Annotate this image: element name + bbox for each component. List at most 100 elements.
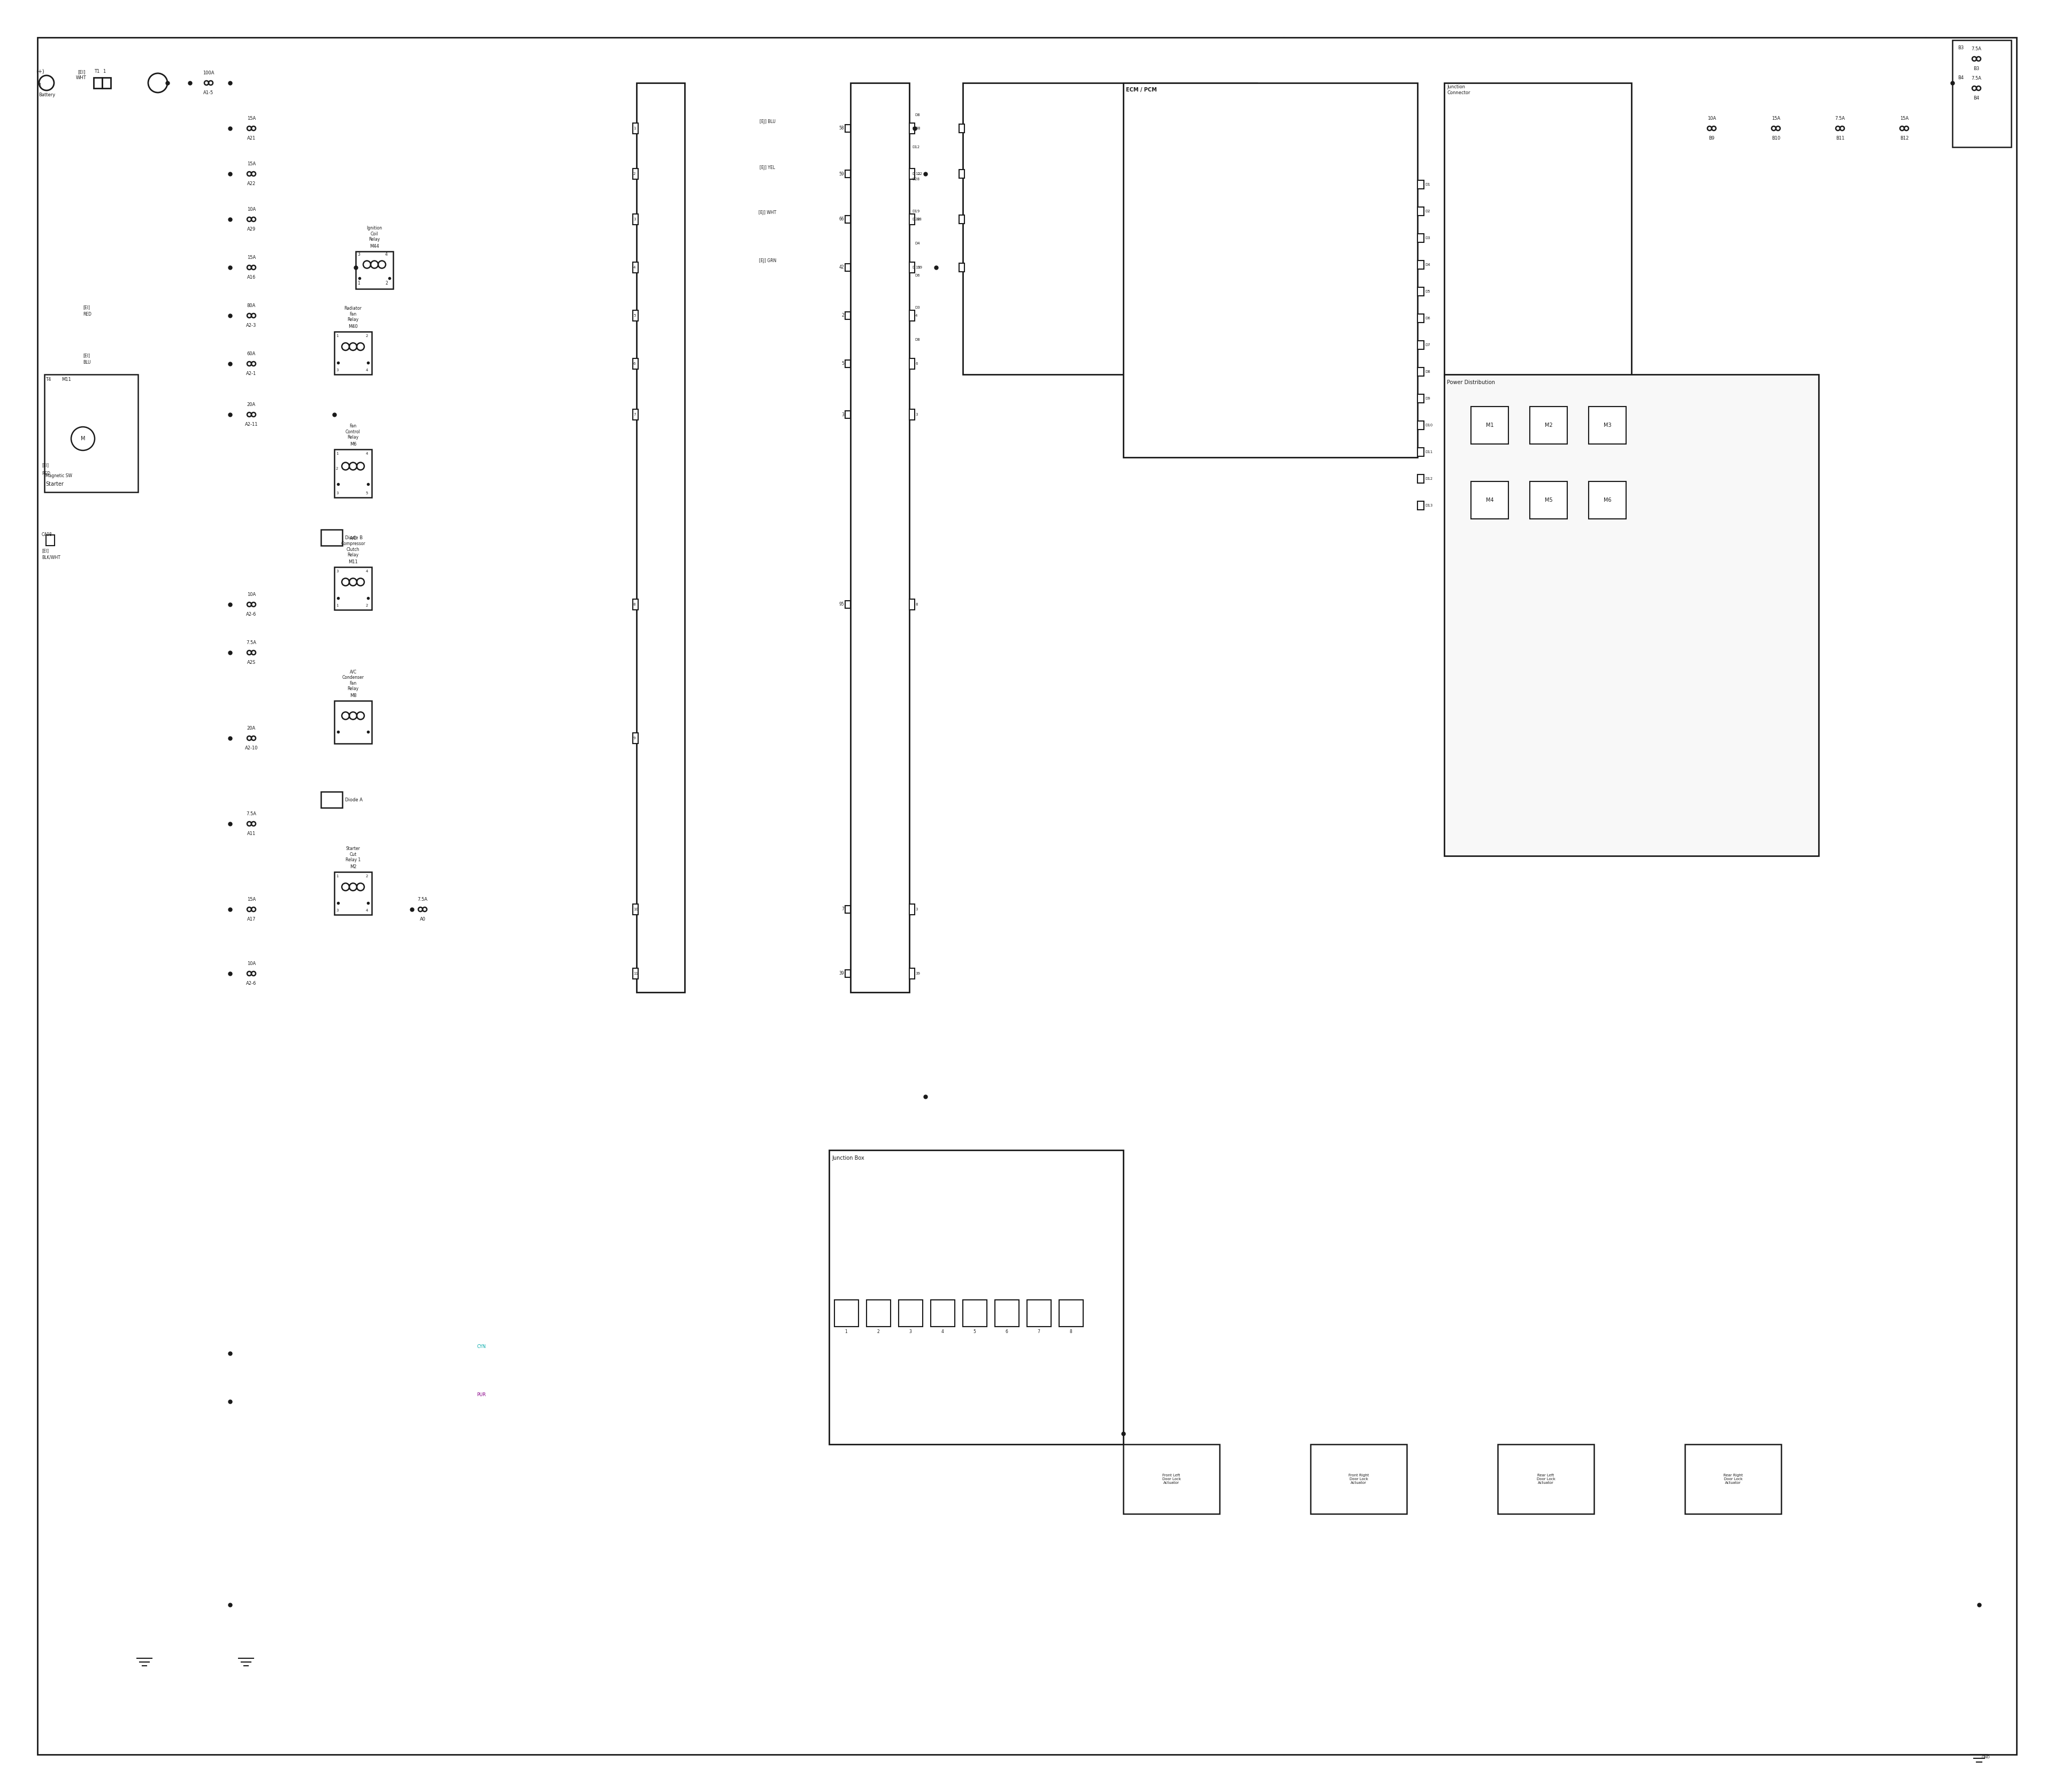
Text: B10: B10 bbox=[1771, 136, 1781, 142]
Text: 1: 1 bbox=[337, 452, 339, 455]
Text: 8: 8 bbox=[916, 127, 918, 131]
Text: D11: D11 bbox=[1425, 450, 1432, 453]
Bar bbox=[633, 124, 639, 134]
Text: A17: A17 bbox=[246, 918, 257, 921]
Text: 2: 2 bbox=[842, 314, 844, 317]
Text: Front Right
Door Lock
Actuator: Front Right Door Lock Actuator bbox=[1347, 1473, 1368, 1484]
Text: 3: 3 bbox=[916, 412, 918, 416]
Bar bbox=[633, 409, 639, 419]
Bar bbox=[910, 409, 914, 419]
Text: 1: 1 bbox=[337, 335, 339, 337]
Text: 8: 8 bbox=[918, 127, 920, 131]
Text: A11: A11 bbox=[246, 831, 257, 837]
Bar bbox=[103, 77, 111, 88]
Bar bbox=[834, 1299, 859, 1326]
Bar bbox=[910, 124, 914, 134]
Text: T4: T4 bbox=[45, 378, 51, 382]
Text: 39: 39 bbox=[916, 971, 920, 975]
Text: D12: D12 bbox=[912, 145, 920, 149]
Bar bbox=[910, 358, 914, 369]
Text: A1-5: A1-5 bbox=[203, 90, 214, 95]
Text: 15A: 15A bbox=[246, 161, 257, 167]
Bar bbox=[320, 530, 343, 545]
Bar bbox=[963, 1299, 986, 1326]
Bar bbox=[335, 332, 372, 375]
Text: A16: A16 bbox=[246, 274, 257, 280]
Text: A/C
Condenser
Fan
Relay: A/C Condenser Fan Relay bbox=[343, 670, 364, 692]
Bar bbox=[844, 125, 850, 133]
Text: D: D bbox=[912, 127, 914, 131]
Text: 10A: 10A bbox=[246, 208, 257, 211]
Text: RED: RED bbox=[82, 312, 92, 317]
Text: 2: 2 bbox=[337, 468, 339, 470]
Text: Power Distribution: Power Distribution bbox=[1446, 380, 1495, 385]
Text: 5: 5 bbox=[633, 314, 635, 317]
Text: 12: 12 bbox=[916, 172, 920, 176]
Text: D3: D3 bbox=[914, 306, 920, 310]
Text: 7.5A: 7.5A bbox=[246, 812, 257, 817]
Bar bbox=[844, 263, 850, 271]
Text: (+): (+) bbox=[35, 68, 45, 73]
Text: [EJ] YEL: [EJ] YEL bbox=[760, 165, 774, 170]
Text: Rear Left
Door Lock
Actuator: Rear Left Door Lock Actuator bbox=[1536, 1473, 1555, 1484]
Bar bbox=[1444, 82, 1631, 376]
Text: 1: 1 bbox=[39, 82, 41, 88]
Text: A2-10: A2-10 bbox=[244, 745, 259, 751]
Text: A2S: A2S bbox=[246, 659, 257, 665]
Text: BLK/WHT: BLK/WHT bbox=[41, 556, 60, 559]
Text: M1: M1 bbox=[1485, 423, 1493, 428]
Text: M44: M44 bbox=[370, 244, 380, 249]
Text: D6: D6 bbox=[1425, 317, 1430, 321]
Text: 15A: 15A bbox=[1900, 116, 1908, 120]
Text: D: D bbox=[912, 217, 914, 220]
Text: 7.5A: 7.5A bbox=[417, 898, 427, 901]
Text: [EI]: [EI] bbox=[78, 70, 84, 75]
Text: 7.5A: 7.5A bbox=[1972, 75, 1982, 81]
Text: Radiator
Fan
Relay: Radiator Fan Relay bbox=[345, 306, 362, 323]
Text: 3: 3 bbox=[337, 909, 339, 912]
Text: [EI]: [EI] bbox=[82, 353, 90, 358]
Text: A22: A22 bbox=[246, 181, 257, 186]
Text: [EJ] GRN: [EJ] GRN bbox=[758, 258, 776, 263]
Text: 28: 28 bbox=[916, 217, 920, 220]
Bar bbox=[1588, 482, 1627, 520]
Text: D13: D13 bbox=[1425, 504, 1432, 507]
Text: 3: 3 bbox=[916, 909, 918, 910]
Text: A2-1: A2-1 bbox=[246, 371, 257, 376]
Bar bbox=[1444, 375, 1818, 857]
Text: T1: T1 bbox=[94, 68, 101, 73]
Text: M5: M5 bbox=[1545, 498, 1553, 504]
Text: 8: 8 bbox=[633, 602, 637, 606]
Text: Front Left
Door Lock
Actuator: Front Left Door Lock Actuator bbox=[1163, 1473, 1181, 1484]
Bar bbox=[910, 599, 914, 609]
Text: D6: D6 bbox=[914, 274, 920, 278]
Text: 5: 5 bbox=[366, 491, 368, 495]
Text: 10A: 10A bbox=[246, 591, 257, 597]
Text: D3: D3 bbox=[1425, 237, 1430, 240]
Text: [EI]: [EI] bbox=[41, 548, 49, 554]
Bar bbox=[1417, 314, 1423, 323]
Text: M40: M40 bbox=[349, 324, 357, 330]
Bar bbox=[1953, 39, 2011, 147]
Text: 58: 58 bbox=[838, 125, 844, 131]
Bar bbox=[633, 903, 639, 914]
Text: A0: A0 bbox=[419, 918, 425, 921]
Text: 8: 8 bbox=[1070, 1330, 1072, 1335]
Text: 3: 3 bbox=[633, 217, 637, 220]
Bar bbox=[355, 251, 392, 289]
Text: 28: 28 bbox=[918, 217, 922, 220]
Bar bbox=[45, 375, 138, 493]
Bar bbox=[1684, 1444, 1781, 1514]
Text: 10A: 10A bbox=[246, 961, 257, 966]
Bar bbox=[1417, 340, 1423, 349]
Text: M4: M4 bbox=[1485, 498, 1493, 504]
Text: 4: 4 bbox=[366, 570, 368, 573]
Text: 2: 2 bbox=[386, 281, 388, 287]
Text: A29: A29 bbox=[246, 228, 257, 231]
Bar bbox=[900, 1299, 922, 1326]
Text: 19: 19 bbox=[916, 265, 920, 269]
Text: D8: D8 bbox=[1425, 371, 1430, 373]
Text: Starter
Cut
Relay 1: Starter Cut Relay 1 bbox=[345, 846, 362, 862]
Bar bbox=[633, 733, 639, 744]
Text: WHT: WHT bbox=[76, 75, 86, 81]
